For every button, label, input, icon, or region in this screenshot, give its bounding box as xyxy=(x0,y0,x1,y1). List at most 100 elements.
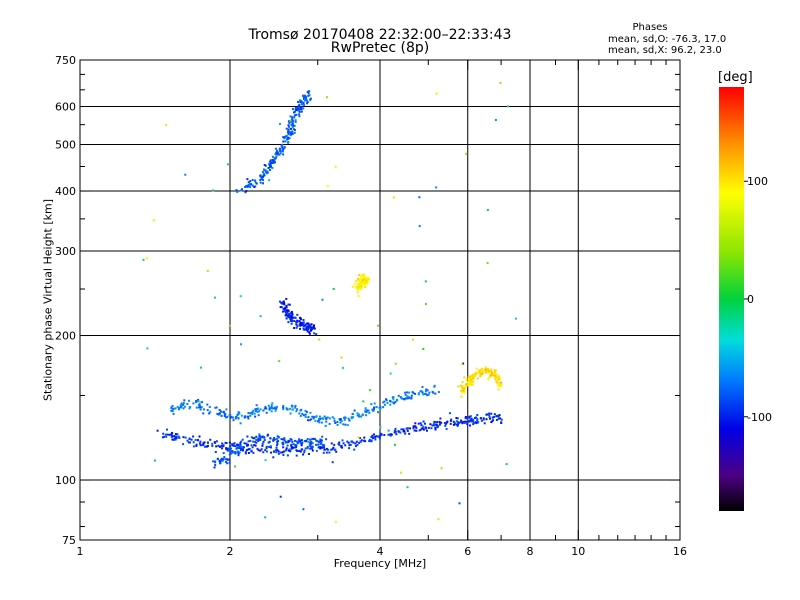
scatter-point xyxy=(281,148,284,151)
scatter-point xyxy=(214,451,217,453)
scatter-point xyxy=(272,159,275,162)
scatter-point xyxy=(218,412,221,415)
scatter-point xyxy=(302,327,305,330)
scatter-point xyxy=(294,110,296,113)
scatter-point xyxy=(494,374,497,377)
scatter-point xyxy=(422,420,425,423)
scatter-point xyxy=(486,371,489,374)
scatter-point xyxy=(298,110,301,113)
scatter-point xyxy=(390,433,393,436)
scatter-point xyxy=(406,391,408,394)
scatter-point xyxy=(209,410,212,413)
scatter-point xyxy=(190,438,193,441)
scatter-point xyxy=(298,107,301,110)
scatter-point xyxy=(253,186,256,189)
scatter-point xyxy=(456,417,459,420)
scatter-point xyxy=(322,445,325,448)
y-tick-label: 100 xyxy=(55,474,76,487)
scatter-point xyxy=(466,423,469,426)
scatter-point xyxy=(398,430,401,433)
scatter-point xyxy=(499,381,502,384)
scatter-point xyxy=(263,169,266,172)
scatter-point xyxy=(462,389,465,392)
scatter-point xyxy=(404,397,407,400)
scatter-point xyxy=(192,445,195,448)
scatter-point xyxy=(245,449,248,452)
scatter-point xyxy=(197,439,199,441)
scatter-point xyxy=(171,410,174,413)
scatter-point xyxy=(241,438,244,441)
scatter-point xyxy=(295,326,298,329)
scatter-point xyxy=(282,404,285,407)
scatter-point xyxy=(288,448,291,451)
scatter-point xyxy=(465,385,468,388)
scatter-point xyxy=(295,454,298,457)
scatter-point xyxy=(228,414,231,417)
scatter-point xyxy=(499,385,502,387)
scatter-point xyxy=(366,282,369,285)
scatter-point xyxy=(429,423,432,426)
scatter-point xyxy=(449,412,451,415)
scatter-point xyxy=(305,410,308,413)
scatter-point xyxy=(339,418,342,420)
scatter-point xyxy=(291,440,294,443)
scatter-point xyxy=(426,429,428,432)
scatter-point xyxy=(373,408,375,411)
scatter-point xyxy=(288,122,291,125)
scatter-point xyxy=(276,149,278,152)
scatter-point xyxy=(491,371,493,374)
scatter-point xyxy=(295,444,298,447)
scatter-point xyxy=(475,416,478,419)
scatter-point xyxy=(290,443,293,446)
scatter-point xyxy=(383,434,386,436)
scatter-point xyxy=(473,373,476,376)
scatter-point xyxy=(333,420,336,423)
scatter-point xyxy=(282,446,285,449)
scatter-point xyxy=(281,150,284,153)
scatter-point xyxy=(302,508,305,511)
scatter-point xyxy=(271,155,274,158)
scatter-point xyxy=(229,452,232,455)
scatter-point xyxy=(269,445,272,448)
scatter-point xyxy=(465,152,468,155)
scatter-point xyxy=(332,287,335,290)
scatter-point xyxy=(275,444,278,447)
scatter-point xyxy=(291,311,293,314)
scatter-point xyxy=(282,310,284,313)
scatter-point xyxy=(245,442,248,445)
scatter-point xyxy=(445,428,448,430)
scatter-point xyxy=(446,420,449,423)
scatter-point xyxy=(488,375,491,378)
scatter-point xyxy=(211,442,214,445)
scatter-point xyxy=(243,442,246,445)
scatter-point xyxy=(280,145,283,148)
scatter-point xyxy=(352,441,355,444)
scatter-point xyxy=(184,436,187,439)
scatter-point xyxy=(228,324,231,327)
scatter-point xyxy=(364,284,367,286)
scatter-point xyxy=(246,435,249,438)
scatter-point xyxy=(161,436,164,439)
scatter-point xyxy=(273,157,276,160)
scatter-point xyxy=(301,441,304,444)
scatter-point xyxy=(237,417,240,420)
scatter-point xyxy=(333,443,336,446)
scatter-point xyxy=(162,432,165,435)
scatter-point xyxy=(252,451,255,454)
scatter-point xyxy=(239,443,242,446)
scatter-point xyxy=(282,408,285,411)
scatter-point xyxy=(497,384,500,387)
scatter-point xyxy=(449,420,452,422)
scatter-point xyxy=(306,445,309,448)
scatter-point xyxy=(495,379,498,382)
scatter-point xyxy=(188,441,191,444)
scatter-point xyxy=(243,415,246,418)
scatter-point xyxy=(421,427,424,430)
scatter-point xyxy=(249,412,252,415)
scatter-point xyxy=(470,420,473,423)
scatter-point xyxy=(274,161,276,164)
scatter-point xyxy=(472,418,475,421)
scatter-point xyxy=(289,316,292,319)
scatter-point xyxy=(268,440,271,443)
scatter-point xyxy=(335,450,338,453)
